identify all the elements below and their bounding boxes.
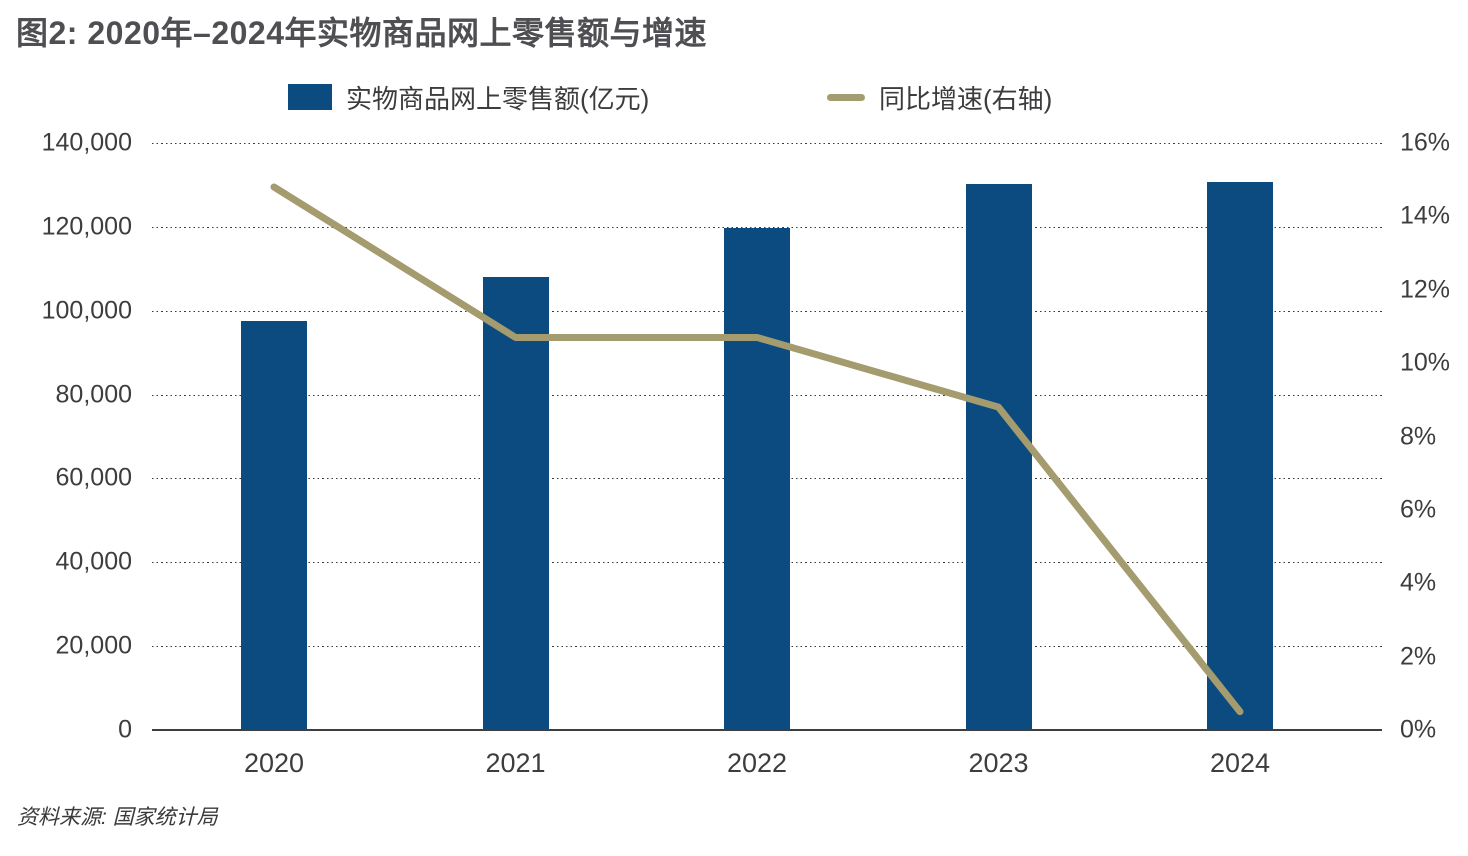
x-axis-label-2020: 2020 [243, 748, 305, 778]
legend-label-line-series: 同比增速(右轴) [879, 83, 1053, 114]
y-axis-right-label: 8% [1400, 422, 1437, 450]
legend-item-bar-series: 实物商品网上零售额(亿元) [288, 80, 649, 114]
y-axis-left-label: 100,000 [41, 296, 132, 325]
legend-item-line-series: 同比增速(右轴) [827, 80, 1052, 114]
y-axis-right-label: 6% [1400, 495, 1437, 524]
y-axis-left-label: 140,000 [41, 128, 132, 157]
legend-label-bar-series: 实物商品网上零售额(亿元) [346, 83, 650, 114]
y-axis-right-label: 14% [1400, 201, 1451, 230]
y-axis-left-label: 40,000 [55, 547, 132, 576]
x-axis-line [152, 729, 1382, 731]
y-axis-left-label: 20,000 [55, 631, 132, 660]
y-axis-left-label: 60,000 [55, 463, 132, 492]
gridline [152, 226, 1382, 228]
x-axis-label-2021: 2021 [485, 748, 546, 778]
y-axis-left-label: 80,000 [55, 380, 132, 409]
y-axis-right-label: 2% [1400, 642, 1437, 671]
x-axis-label-2024: 2024 [1209, 748, 1271, 778]
growth-line [270, 183, 1244, 716]
bar-2023 [965, 184, 1032, 730]
x-axis-label-2023: 2023 [968, 748, 1029, 778]
y-axis-right-label: 0% [1400, 715, 1437, 744]
plot-area [152, 143, 1382, 731]
bar-2024 [1207, 181, 1273, 730]
y-axis-left-label: 120,000 [41, 212, 132, 241]
y-axis-left-label: 0 [118, 715, 132, 744]
line-swatch-icon [827, 93, 865, 101]
bar-swatch-icon [288, 84, 332, 110]
chart-title: 图2: 2020年–2024年实物商品网上零售额与增速 [16, 15, 708, 51]
growth-line-layer [270, 183, 1244, 716]
y-axis-right-label: 10% [1400, 348, 1451, 377]
y-axis-right-label: 4% [1400, 568, 1437, 597]
y-axis-right-label: 16% [1400, 128, 1451, 157]
y-axis-right-label: 12% [1400, 275, 1451, 304]
gridline [152, 143, 1382, 144]
source-note: 资料来源: 国家统计局 [17, 806, 218, 829]
bar-2021 [482, 277, 549, 730]
bar-2022 [724, 228, 790, 730]
bar-2020 [241, 320, 307, 730]
x-axis-label-2022: 2022 [726, 748, 788, 778]
